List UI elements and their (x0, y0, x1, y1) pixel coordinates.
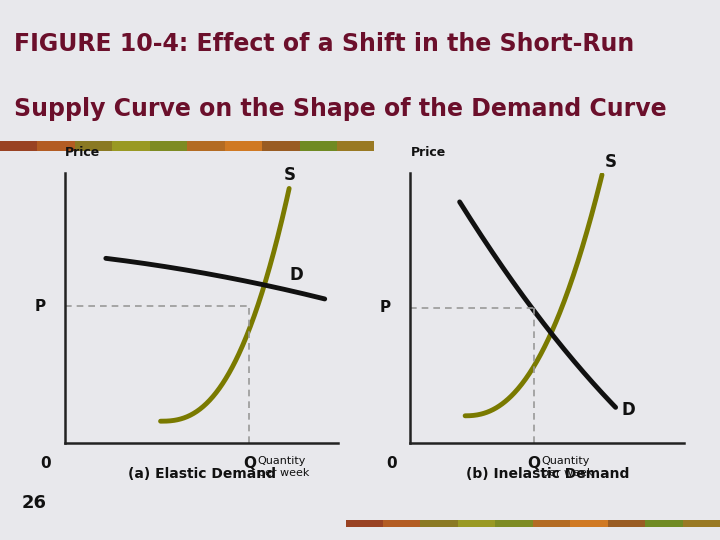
Text: 0: 0 (386, 456, 397, 471)
Bar (458, 520, 495, 526)
Text: Q: Q (243, 456, 256, 471)
Bar (300, 141, 337, 151)
Text: Price: Price (65, 146, 100, 159)
Bar (570, 520, 608, 526)
Text: Price: Price (410, 146, 446, 159)
Text: Quantity
per week: Quantity per week (541, 456, 593, 478)
Bar (0, 141, 37, 151)
Text: (b) Inelastic Demand: (b) Inelastic Demand (466, 467, 629, 481)
Text: D: D (621, 401, 635, 420)
Bar (37, 141, 75, 151)
Text: P: P (35, 299, 45, 314)
Bar (337, 141, 374, 151)
Bar (150, 141, 187, 151)
Text: S: S (284, 166, 296, 184)
Bar (187, 141, 225, 151)
Text: FIGURE 10-4: Effect of a Shift in the Short-Run: FIGURE 10-4: Effect of a Shift in the Sh… (14, 32, 634, 56)
Bar (346, 520, 383, 526)
Text: 26: 26 (22, 494, 47, 511)
Bar (383, 520, 420, 526)
Text: Q: Q (527, 456, 540, 471)
Bar (225, 141, 262, 151)
Bar (608, 520, 645, 526)
Text: (a) Elastic Demand: (a) Elastic Demand (127, 467, 276, 481)
Bar (645, 520, 683, 526)
Text: 0: 0 (40, 456, 51, 471)
Text: P: P (380, 300, 391, 315)
Bar (533, 520, 570, 526)
Bar (112, 141, 150, 151)
Text: D: D (289, 266, 303, 284)
Bar (495, 520, 533, 526)
Text: Supply Curve on the Shape of the Demand Curve: Supply Curve on the Shape of the Demand … (14, 97, 667, 121)
Bar (683, 520, 720, 526)
Bar (75, 141, 112, 151)
Bar (262, 141, 300, 151)
Text: Quantity
per week: Quantity per week (258, 456, 309, 478)
Bar (420, 520, 458, 526)
Text: S: S (605, 153, 617, 171)
